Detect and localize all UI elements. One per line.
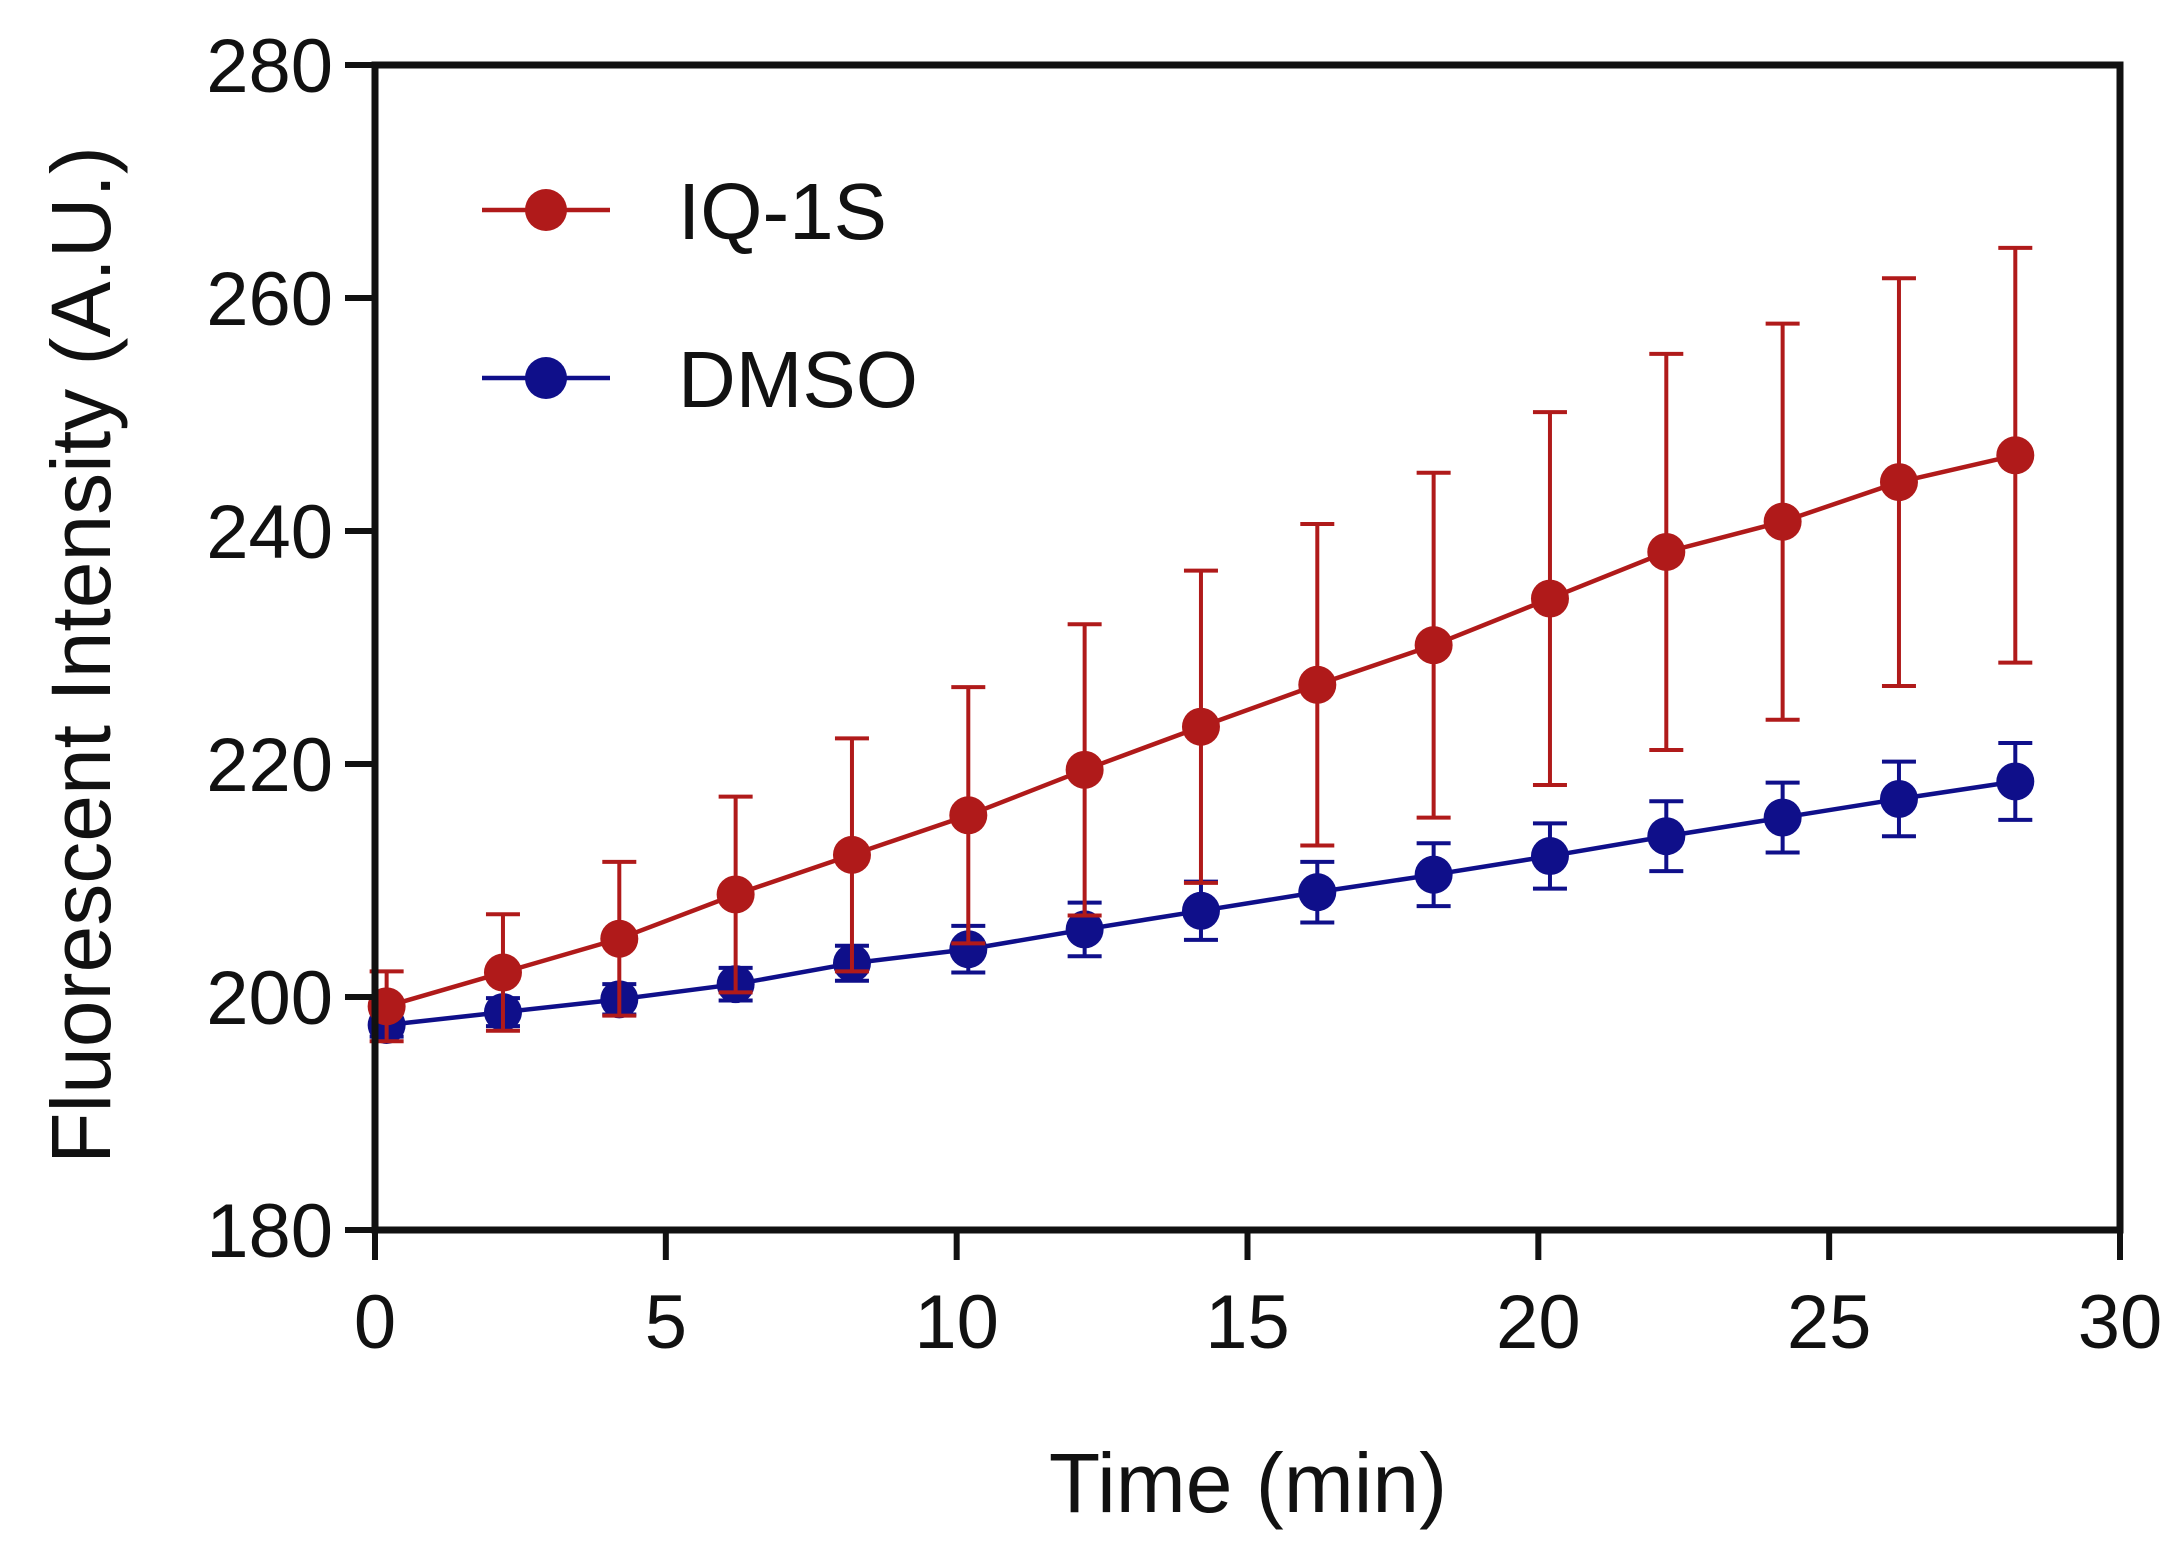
data-point-iq-1s-14 xyxy=(1996,436,2035,475)
data-point-iq-1s-13 xyxy=(1879,463,1918,502)
y-tick-label-280: 280 xyxy=(206,24,333,109)
x-axis-title: Time (min) xyxy=(1049,1436,1447,1530)
x-tick-label-20: 20 xyxy=(1496,1280,1581,1365)
legend-label-dmso: DMSO xyxy=(678,335,918,424)
data-point-iq-1s-1 xyxy=(483,953,522,992)
data-point-dmso-8 xyxy=(1298,873,1337,912)
x-tick-label-15: 15 xyxy=(1205,1280,1290,1365)
data-point-iq-1s-8 xyxy=(1298,665,1337,704)
plot-frame xyxy=(371,61,2124,1234)
y-tick-label-200: 200 xyxy=(206,956,333,1041)
x-tick-label-10: 10 xyxy=(914,1280,999,1365)
data-point-dmso-5 xyxy=(949,930,988,969)
legend-marker-iq-1s xyxy=(525,189,567,231)
data-marks xyxy=(367,245,2035,1044)
x-tick-label-5: 5 xyxy=(645,1280,687,1365)
data-point-iq-1s-4 xyxy=(832,835,871,874)
series-iq-1s xyxy=(367,245,2035,1044)
legend: IQ-1S DMSO xyxy=(482,167,918,424)
data-point-dmso-10 xyxy=(1530,837,1569,876)
data-point-iq-1s-7 xyxy=(1181,707,1220,746)
y-axis-title: Fluorescent Intensity (A.U.) xyxy=(34,146,128,1164)
y-tick-label-260: 260 xyxy=(206,257,333,342)
x-tick-label-0: 0 xyxy=(354,1280,396,1365)
y-tick-label-240: 240 xyxy=(206,490,333,575)
data-point-dmso-7 xyxy=(1181,891,1220,930)
data-point-dmso-12 xyxy=(1763,798,1802,837)
data-point-iq-1s-3 xyxy=(716,875,755,914)
y-tick-label-220: 220 xyxy=(206,723,333,808)
data-point-iq-1s-9 xyxy=(1414,626,1453,665)
data-point-dmso-11 xyxy=(1647,817,1686,856)
data-point-iq-1s-6 xyxy=(1065,750,1104,789)
data-point-iq-1s-10 xyxy=(1530,579,1569,618)
x-tick-label-30: 30 xyxy=(2078,1280,2163,1365)
legend-marker-dmso xyxy=(525,357,567,399)
data-point-dmso-9 xyxy=(1414,855,1453,894)
legend-label-iq-1s: IQ-1S xyxy=(678,167,887,256)
data-point-iq-1s-2 xyxy=(600,919,639,958)
data-point-dmso-6 xyxy=(1065,910,1104,949)
axes: 0 5 10 15 20 25 30 180 200 220 240 260 280 xyxy=(206,24,2162,1365)
data-point-dmso-14 xyxy=(1996,762,2035,801)
data-point-iq-1s-5 xyxy=(949,796,988,835)
y-tick-label-180: 180 xyxy=(206,1189,333,1274)
x-tick-label-25: 25 xyxy=(1787,1280,1872,1365)
data-point-iq-1s-12 xyxy=(1763,502,1802,541)
data-point-iq-1s-11 xyxy=(1647,532,1686,571)
data-point-dmso-13 xyxy=(1879,779,1918,818)
